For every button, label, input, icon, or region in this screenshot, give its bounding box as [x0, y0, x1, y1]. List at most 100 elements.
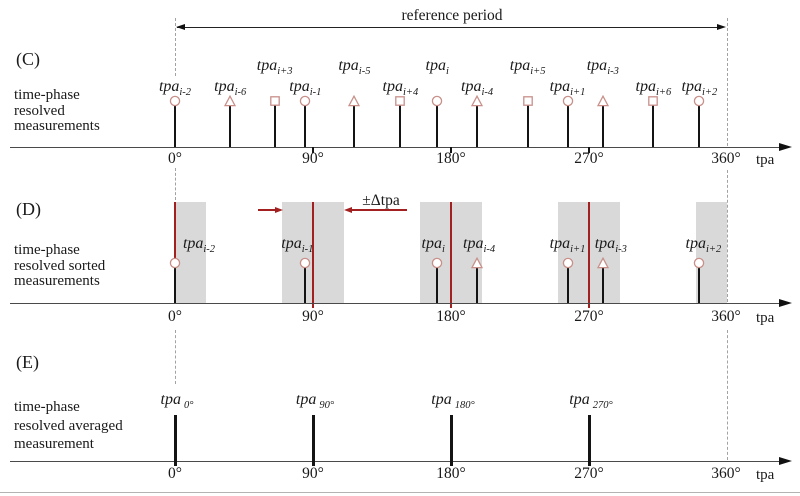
measurement-label-base: tpa: [569, 391, 590, 408]
measurement-label-subscript: i-2: [203, 244, 216, 256]
measurement-label-base: tpa: [421, 235, 442, 252]
axis-tick-label: 0°: [168, 150, 182, 167]
axis-tick-label: 90°: [302, 308, 324, 325]
triangle-marker-icon: [596, 256, 609, 269]
panel-c-description-line: time-phase: [14, 87, 80, 103]
measurement-stem: [304, 105, 307, 147]
measurement-stem: [304, 267, 307, 303]
measurement-label-base: tpa: [549, 78, 571, 95]
circle-marker-icon: [299, 256, 311, 269]
axis-tick-label: 180°: [436, 150, 466, 167]
measurement-stem: [174, 105, 176, 147]
delta-tpa-label: ±Δtpa: [362, 192, 400, 209]
panel-d-description-line: measurements: [14, 273, 100, 289]
panel-c-description-line: resolved: [14, 102, 65, 119]
delta-arrow-right-line: [351, 209, 407, 211]
measurement-label-subscript: i-2: [179, 87, 192, 99]
measurement-label-subscript: i-4: [481, 87, 494, 99]
axis-unit-label: tpa: [756, 152, 775, 168]
averaged-measurement-stem: [311, 415, 315, 466]
measurement-label-subscript: i+3: [277, 66, 293, 78]
measurement-label: tpai+2: [682, 78, 718, 98]
measurement-label: tpai-6: [214, 78, 247, 99]
measurement-label-base: tpa: [289, 78, 310, 95]
tolerance-band: [696, 202, 727, 303]
measurement-label-subscript: i-6: [234, 87, 247, 99]
dashed-guide-360deg: [726, 330, 728, 460]
measurement-label-base: tpa: [586, 57, 608, 74]
measurement-label: tpa 0°: [161, 391, 194, 412]
panel-d-letter: (D): [16, 199, 41, 219]
measurement-label-subscript: i+1: [570, 244, 586, 256]
measurement-label-subscript: i+1: [570, 87, 586, 99]
measurement-label: tpai-1: [289, 78, 322, 99]
measurement-label-base: tpa: [461, 78, 482, 95]
axis-tick: [312, 147, 314, 153]
panel-d-description-line: time-phase: [14, 242, 80, 258]
axis-tick-label: 270°: [574, 308, 604, 325]
measurement-label: tpai-4: [463, 235, 495, 255]
measurement-label: tpai-4: [461, 78, 494, 99]
axis-tick-label: 180°: [436, 308, 466, 325]
axis-tick-label: 360°: [711, 308, 741, 325]
measurement-stem: [476, 105, 479, 147]
panel-e-description-line: resolved averaged: [14, 417, 123, 434]
measurement-label: tpai+1: [549, 235, 586, 256]
triangle-marker-icon: [596, 94, 609, 107]
panel-e-description-line: time-phase: [14, 399, 80, 415]
axis-line: [10, 303, 780, 304]
axis-tick: [588, 147, 590, 153]
measurement-stem: [436, 105, 439, 147]
measurement-label-base: tpa: [549, 235, 571, 252]
circle-marker-icon: [562, 94, 574, 107]
circle-marker-icon: [431, 256, 443, 269]
axis-line: [10, 147, 780, 148]
triangle-marker-icon: [470, 94, 484, 107]
measurement-label: tpai+3: [256, 57, 293, 78]
measurement-label-base: tpa: [463, 235, 484, 252]
measurement-stem: [566, 105, 569, 147]
measurement-label-base: tpa: [594, 235, 616, 252]
measurement-label: tpai-5: [338, 57, 370, 77]
measurement-stem: [566, 267, 569, 303]
reference-period-right-arrow-icon: [717, 24, 726, 30]
measurement-label-subscript: i+4: [402, 87, 419, 99]
measurement-label-subscript: 0°: [184, 400, 194, 412]
measurement-stem: [229, 105, 232, 147]
measurement-label-base: tpa: [256, 57, 278, 74]
measurement-label-base: tpa: [158, 78, 180, 95]
measurement-label: tpai+2: [685, 235, 722, 255]
measurement-stem: [174, 267, 176, 303]
measurement-label-subscript: i-3: [615, 244, 627, 256]
measurement-label-subscript: i-1: [309, 87, 322, 99]
dashed-guide-0deg: [174, 330, 176, 384]
measurement-label-subscript: 270°: [592, 400, 613, 412]
square-marker-icon: [522, 94, 534, 106]
axis-tick: [450, 147, 452, 153]
panel-e-description-line: measurement: [14, 436, 94, 452]
measurement-stem: [526, 105, 529, 147]
measurement-label-base: tpa: [382, 78, 403, 95]
axis-tick-label: 90°: [302, 465, 324, 482]
measurement-label: tpai-3: [594, 235, 627, 256]
measurement-label: tpai+1: [549, 78, 586, 99]
dashed-guide-0deg: [174, 168, 176, 200]
measurement-label: tpai-2: [158, 78, 192, 99]
dashed-guide-360deg: [726, 18, 728, 146]
measurement-label-subscript: 180°: [454, 400, 475, 412]
measurement-stem: [353, 105, 356, 147]
measurement-label-base: tpa: [685, 235, 706, 252]
measurement-label: tpai+6: [636, 78, 672, 98]
measurement-stem: [698, 105, 701, 147]
measurement-stem: [601, 105, 604, 147]
measurement-label-base: tpa: [214, 78, 235, 95]
measurement-stem: [601, 267, 604, 303]
measurement-label-subscript: i-1: [301, 244, 314, 256]
panel-c-letter: (C): [16, 49, 40, 69]
square-marker-icon: [269, 94, 281, 106]
measurement-label: tpai+4: [382, 78, 419, 99]
reference-period-left-arrow-icon: [176, 24, 185, 30]
measurement-label: tpai: [426, 57, 449, 77]
axis-tick-label: 270°: [574, 465, 604, 482]
axis-tick-label: 360°: [711, 150, 741, 167]
